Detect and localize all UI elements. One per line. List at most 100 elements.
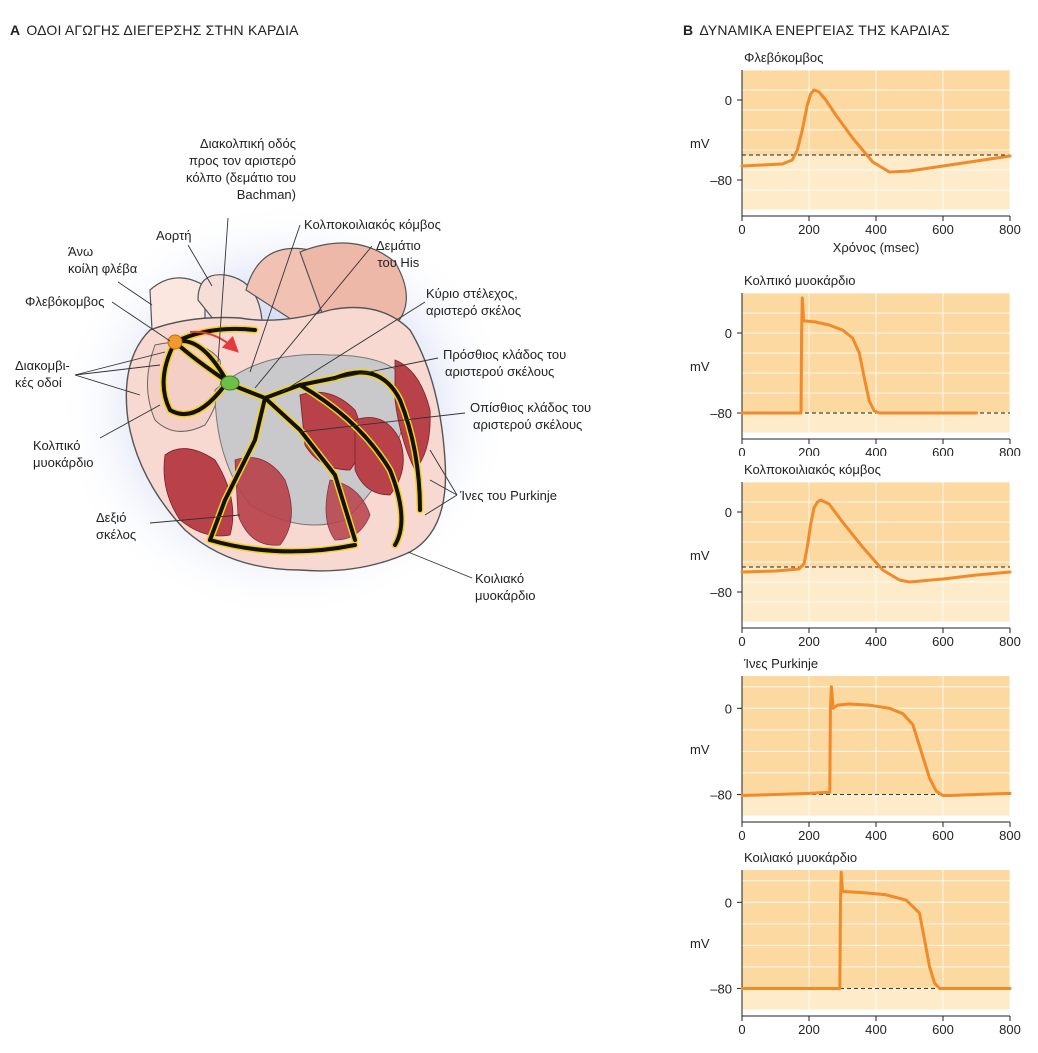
- y-axis-label: mV: [690, 136, 710, 151]
- label-ventricular-line2: μυοκάρδιο: [475, 588, 536, 603]
- y-axis-label: mV: [690, 548, 710, 563]
- y-tick-label: –80: [710, 406, 732, 421]
- label-bachman-bundle: Διακολπική οδός προς τον αριστερό κόλπο …: [186, 135, 296, 203]
- panel-b-letter: B: [683, 22, 694, 38]
- chart-title: Κολπικό μυοκάρδιο: [744, 273, 855, 288]
- heart-conduction-diagram: [55, 200, 515, 620]
- label-bachman-line1: Διακολπική οδός: [199, 136, 296, 151]
- x-tick-label: 200: [798, 445, 820, 456]
- label-posterior-line2: αριστερού σκέλους: [473, 417, 583, 432]
- y-axis-label: mV: [690, 359, 710, 374]
- label-aorta: Αορτή: [156, 228, 192, 243]
- y-tick-label: 0: [725, 505, 732, 520]
- y-tick-label: 0: [725, 326, 732, 341]
- label-internodal-line1: Διακομβι-: [15, 358, 70, 373]
- x-tick-label: 0: [738, 828, 745, 843]
- y-axis-label: mV: [690, 742, 710, 757]
- label-his-line2: του His: [377, 255, 420, 270]
- chart-sa-node: Φλεβόκομβος 0 200 400 600 800 0 –80 mV Χρόνος (ms…: [690, 50, 1021, 255]
- y-axis-label: mV: [690, 936, 710, 951]
- av-node-marker: [220, 375, 240, 391]
- sa-node-marker: [167, 334, 183, 350]
- label-anterior-fascicle: Πρόσθιος κλάδος του αριστερού σκέλους: [443, 346, 566, 380]
- label-bundle-of-his: Δεμάτιο του His: [376, 237, 421, 271]
- label-superior-vena-cava: Άνω κοίλη φλέβα: [68, 243, 137, 277]
- y-tick-label: –80: [710, 585, 732, 600]
- x-tick-label: 400: [865, 828, 887, 843]
- x-tick-label: 600: [932, 445, 954, 456]
- leader-lines: [74, 217, 473, 579]
- label-anterior-line1: Πρόσθιος κλάδος του: [443, 347, 567, 362]
- label-atrial-myocardium: Κολπικό μυοκάρδιο: [33, 437, 93, 471]
- x-tick-label: 200: [798, 828, 820, 843]
- label-av-node: Κολποκοιλιακός κόμβος: [304, 217, 441, 232]
- label-atrial-line1: Κολπικό: [33, 438, 81, 453]
- label-bachman-line2: προς τον αριστερό: [188, 153, 296, 168]
- label-internodal-pathways: Διακομβι- κές οδοί: [15, 357, 70, 391]
- label-atrial-line2: μυοκάρδιο: [33, 455, 94, 470]
- chart-title: Κοιλιακό μυοκάρδιο: [744, 850, 857, 865]
- x-tick-label: 200: [798, 1022, 820, 1037]
- action-potential-trace: [740, 870, 1012, 990]
- panel-a-title-text: ΟΔΟΙ ΑΓΩΓΗΣ ΔΙΕΓΕΡΣΗΣ ΣΤΗΝ ΚΑΡΔΙΑ: [26, 22, 299, 38]
- label-his-line1: Δεμάτιο: [376, 238, 421, 253]
- impulse-arrow: [189, 330, 239, 353]
- panel-a-title: A ΟΔΟΙ ΑΓΩΓΗΣ ΔΙΕΓΕΡΣΗΣ ΣΤΗΝ ΚΑΡΔΙΑ: [10, 22, 299, 38]
- label-internodal-line2: κές οδοί: [15, 375, 62, 390]
- x-tick-label: 400: [865, 1022, 887, 1037]
- chart-title: Ίνες Purkinje: [743, 656, 818, 671]
- x-tick-label: 600: [932, 222, 954, 237]
- chart-ventricular-myocardium: Κοιλιακό μυοκάρδιο 0 200 400 600 800 0 –80 mV: [690, 850, 1021, 1037]
- x-tick-label: 0: [738, 445, 745, 456]
- chart-atrial-myocardium: Κολπικό μυοκάρδιο 0 200 400 600 800 0 –80 mV: [690, 273, 1021, 456]
- x-tick-label: 200: [798, 222, 820, 237]
- x-tick-label: 200: [798, 634, 820, 649]
- panel-b-title: B ΔΥΝΑΜΙΚΑ ΕΝΕΡΓΕΙΑΣ ΤΗΣ ΚΑΡΔΙΑΣ: [683, 22, 950, 38]
- label-svc-line2: κοίλη φλέβα: [68, 261, 138, 276]
- x-tick-label: 800: [999, 445, 1021, 456]
- x-tick-label: 800: [999, 222, 1021, 237]
- chart-title: Κολποκοιλιακός κόμβος: [744, 462, 881, 477]
- label-svc-line1: Άνω: [68, 244, 94, 259]
- action-potential-trace: [740, 88, 1012, 174]
- y-tick-label: –80: [710, 981, 732, 996]
- label-ventricular-myocardium: Κοιλιακό μυοκάρδιο: [475, 570, 535, 604]
- chart-purkinje-fibers: Ίνες Purkinje 0 200 400 600 800 0 –80 mV: [690, 656, 1021, 843]
- x-tick-label: 600: [932, 634, 954, 649]
- x-tick-label: 0: [738, 222, 745, 237]
- label-sa-node: Φλεβόκομβος: [25, 294, 105, 309]
- label-posterior-fascicle: Οπίσθιος κλάδος του αριστερού σκέλους: [470, 399, 591, 433]
- x-tick-label: 800: [999, 1022, 1021, 1037]
- x-axis-label: Χρόνος (msec): [833, 240, 920, 255]
- x-tick-label: 400: [865, 445, 887, 456]
- action-potential-trace: [740, 498, 1012, 584]
- y-tick-label: –80: [710, 173, 732, 188]
- x-tick-label: 400: [865, 634, 887, 649]
- action-potential-trace: [740, 296, 978, 415]
- x-tick-label: 0: [738, 1022, 745, 1037]
- label-ventricular-line1: Κοιλιακό: [475, 571, 525, 586]
- label-left-main-branch: Κύριο στέλεχος, αριστερό σκέλος: [426, 285, 521, 319]
- chart-title: Φλεβόκομβος: [744, 50, 823, 65]
- label-right-branch-line2: σκέλος: [96, 527, 137, 542]
- x-tick-label: 0: [738, 634, 745, 649]
- x-tick-label: 600: [932, 1022, 954, 1037]
- label-bachman-line3: κόλπο (δεμάτιο του: [186, 170, 296, 185]
- label-posterior-line1: Οπίσθιος κλάδος του: [470, 400, 592, 415]
- label-right-branch-line1: Δεξιό: [96, 510, 127, 525]
- x-tick-label: 800: [999, 828, 1021, 843]
- chart-av-node: Κολποκοιλιακός κόμβος 0 200 400 600 800 0 –80 mV: [690, 462, 1021, 649]
- label-right-bundle-branch: Δεξιό σκέλος: [96, 509, 136, 543]
- label-left-main-line2: αριστερό σκέλος: [426, 303, 522, 318]
- y-tick-label: –80: [710, 787, 732, 802]
- label-purkinje-fibers: Ίνες του Purkinje: [460, 488, 558, 503]
- panel-b-title-text: ΔΥΝΑΜΙΚΑ ΕΝΕΡΓΕΙΑΣ ΤΗΣ ΚΑΡΔΙΑΣ: [699, 22, 950, 38]
- label-anterior-line2: αριστερού σκέλους: [445, 364, 555, 379]
- label-left-main-line1: Κύριο στέλεχος,: [426, 286, 518, 301]
- action-potential-trace: [740, 685, 1012, 797]
- label-bachman-line4: Bachman): [236, 187, 296, 202]
- y-tick-label: 0: [725, 701, 732, 716]
- panel-a-letter: A: [10, 22, 21, 38]
- x-tick-label: 800: [999, 634, 1021, 649]
- y-tick-label: 0: [725, 93, 732, 108]
